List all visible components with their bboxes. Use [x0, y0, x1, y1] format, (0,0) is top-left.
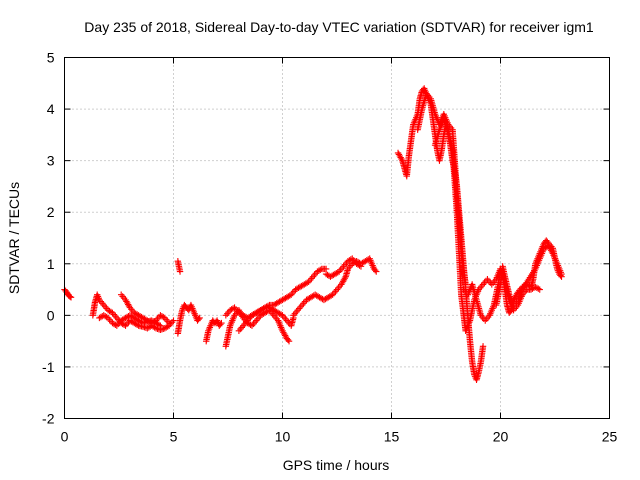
x-tick-label: 25 [602, 429, 618, 445]
data-point [125, 302, 133, 310]
y-tick-label: -2 [42, 411, 55, 427]
data-point [176, 268, 184, 275]
data-point [398, 155, 405, 163]
data-point [479, 343, 487, 350]
y-tick-label: 0 [47, 307, 55, 323]
x-tick-label: 5 [170, 429, 178, 445]
axis-ticks: 0 5 10 15 20 25 -2 -1 0 1 2 3 4 5 [42, 50, 617, 445]
y-tick-label: 3 [47, 153, 55, 169]
data-point [157, 322, 164, 329]
chart-title: Day 235 of 2018, Sidereal Day-to-day VTE… [84, 19, 594, 35]
y-tick-label: 4 [47, 101, 55, 117]
x-tick-label: 10 [275, 429, 291, 445]
data-point [317, 266, 324, 274]
data-point [347, 256, 355, 263]
data-point [120, 321, 128, 329]
data-point [356, 262, 363, 269]
data-point [196, 314, 203, 322]
y-tick-label: 2 [47, 204, 55, 220]
data-point [536, 286, 543, 293]
x-tick-label: 20 [493, 429, 509, 445]
data-points [61, 85, 565, 384]
data-point [558, 270, 565, 278]
data-point [195, 316, 202, 323]
data-point [155, 321, 163, 329]
data-point [264, 302, 272, 310]
y-tick-label: 1 [47, 256, 55, 272]
data-point [357, 263, 365, 270]
data-point [66, 293, 74, 300]
data-point [67, 294, 75, 301]
data-point [341, 275, 349, 282]
data-point [229, 305, 237, 312]
x-tick-label: 0 [61, 429, 69, 445]
x-axis-label: GPS time / hours [283, 457, 390, 473]
y-axis-label: SDTVAR / TECUs [6, 182, 22, 294]
y-tick-label: 5 [47, 50, 55, 66]
data-point [112, 321, 119, 329]
data-point [535, 285, 542, 292]
data-point [165, 319, 173, 327]
data-point [170, 317, 177, 324]
data-point [284, 336, 292, 344]
plot-frame [64, 57, 610, 419]
grid [64, 57, 610, 419]
data-point [548, 248, 556, 256]
data-point [285, 337, 293, 345]
data-point [218, 319, 225, 327]
y-tick-label: -1 [42, 359, 55, 375]
data-point [371, 267, 379, 274]
data-point [373, 268, 380, 275]
data-point [507, 308, 514, 315]
data-point [217, 321, 224, 328]
data-point [247, 321, 254, 329]
x-tick-label: 15 [384, 429, 400, 445]
